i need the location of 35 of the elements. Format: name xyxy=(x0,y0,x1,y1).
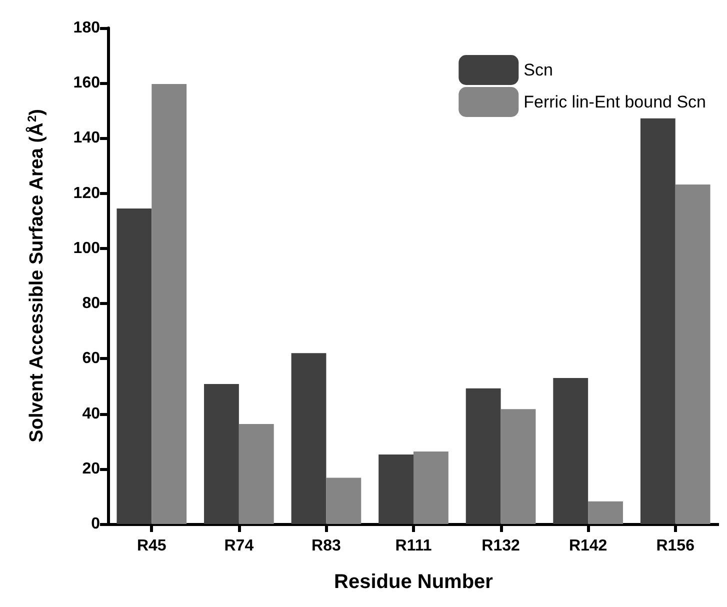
y-tick-label: 120 xyxy=(73,184,100,202)
legend-label: Scn xyxy=(524,60,553,80)
bar xyxy=(291,353,326,524)
x-tick-label: R111 xyxy=(395,538,432,554)
bar xyxy=(152,84,187,524)
y-tick-label: 140 xyxy=(73,130,100,147)
x-tick-label: R142 xyxy=(568,538,608,554)
x-axis-title: Residue Number xyxy=(334,571,494,593)
y-tick-label: 20 xyxy=(82,460,100,478)
bar xyxy=(500,409,536,524)
bar xyxy=(414,452,448,524)
bar xyxy=(588,501,623,524)
y-tick-label: 160 xyxy=(73,74,100,92)
bar xyxy=(116,208,152,524)
y-tick-label: 40 xyxy=(82,405,100,422)
bar xyxy=(640,118,676,524)
bar xyxy=(553,378,588,524)
bar xyxy=(238,424,274,524)
x-tick-label: R74 xyxy=(224,538,254,554)
y-tick-label: 100 xyxy=(73,240,100,257)
legend-label: Ferric lin-Ent bound Scn xyxy=(524,92,706,112)
x-tick-label: R45 xyxy=(136,538,166,554)
bar xyxy=(675,184,710,524)
y-tick-label: 80 xyxy=(82,295,100,312)
bar xyxy=(378,454,414,524)
x-tick-label: R156 xyxy=(656,538,695,554)
y-tick-label: 60 xyxy=(82,350,100,368)
y-tick-label: 180 xyxy=(73,20,100,36)
y-tick-label: 0 xyxy=(91,516,100,532)
bar xyxy=(326,478,362,524)
x-tick-label: R132 xyxy=(482,538,520,554)
bar xyxy=(466,388,501,524)
bar xyxy=(204,384,239,524)
x-tick-label: R83 xyxy=(312,538,341,554)
y-axis-title: Solvent Accessible Surface Area (Å2) xyxy=(25,108,48,442)
